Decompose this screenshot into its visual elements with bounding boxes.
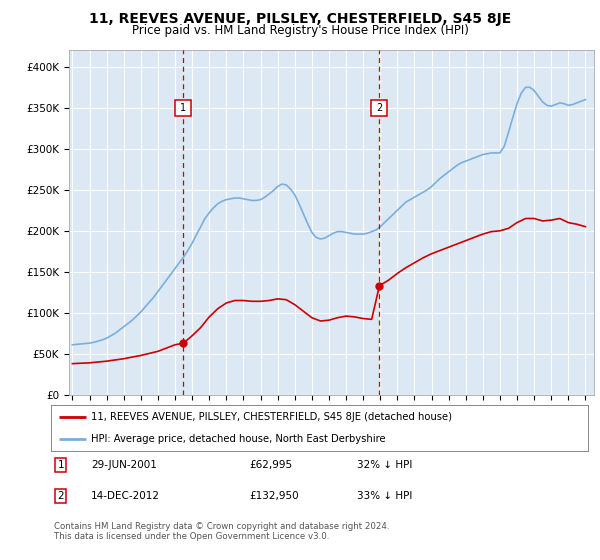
Text: 14-DEC-2012: 14-DEC-2012 [91, 491, 160, 501]
Text: £132,950: £132,950 [250, 491, 299, 501]
Text: Price paid vs. HM Land Registry's House Price Index (HPI): Price paid vs. HM Land Registry's House … [131, 24, 469, 37]
Text: 1: 1 [181, 103, 187, 113]
Text: 11, REEVES AVENUE, PILSLEY, CHESTERFIELD, S45 8JE: 11, REEVES AVENUE, PILSLEY, CHESTERFIELD… [89, 12, 511, 26]
Text: 33% ↓ HPI: 33% ↓ HPI [357, 491, 412, 501]
Text: £62,995: £62,995 [250, 460, 293, 470]
Text: 2: 2 [58, 491, 64, 501]
Text: 1: 1 [58, 460, 64, 470]
Text: HPI: Average price, detached house, North East Derbyshire: HPI: Average price, detached house, Nort… [91, 435, 386, 444]
Text: 11, REEVES AVENUE, PILSLEY, CHESTERFIELD, S45 8JE (detached house): 11, REEVES AVENUE, PILSLEY, CHESTERFIELD… [91, 412, 452, 422]
Text: 32% ↓ HPI: 32% ↓ HPI [357, 460, 412, 470]
Text: 29-JUN-2001: 29-JUN-2001 [91, 460, 157, 470]
Text: Contains HM Land Registry data © Crown copyright and database right 2024.
This d: Contains HM Land Registry data © Crown c… [54, 522, 389, 542]
Text: 2: 2 [376, 103, 383, 113]
